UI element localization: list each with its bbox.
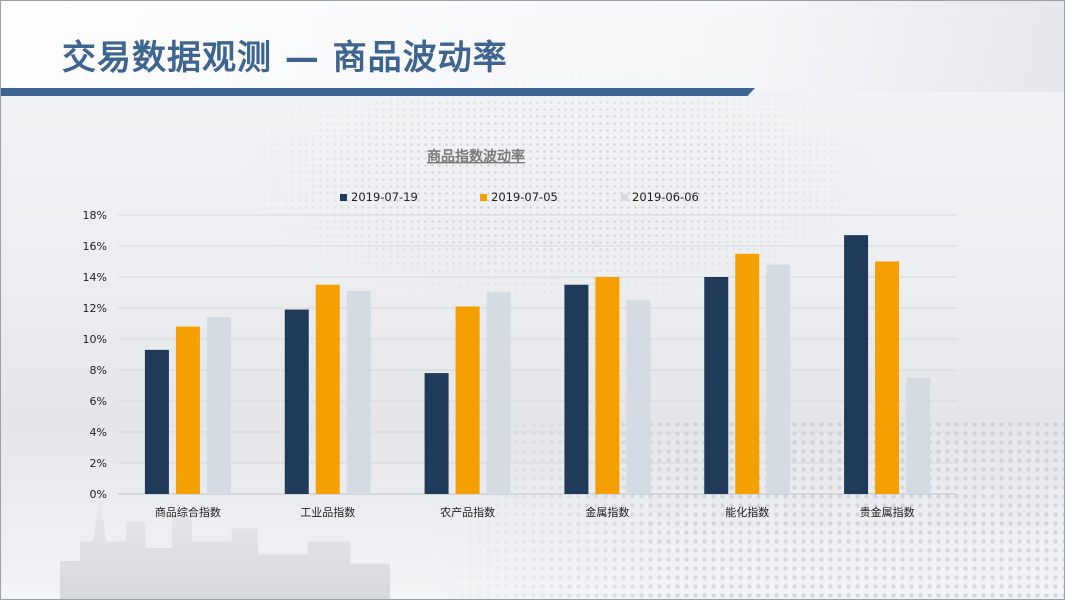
legend-label: 2019-07-19 [351,190,418,204]
y-tick-label: 14% [83,271,107,284]
x-tick-label: 商品综合指数 [155,505,221,519]
chart-gridlines [118,214,957,495]
chart-title: 商品指数波动率 [427,148,525,165]
bar [704,277,729,494]
legend-swatch [480,194,487,201]
x-tick-label: 能化指数 [725,505,769,519]
legend-label: 2019-06-06 [632,190,699,204]
bar [875,261,900,494]
bar [346,290,371,494]
bar [206,317,231,494]
x-tick-label: 农产品指数 [440,505,495,519]
x-tick-label: 工业品指数 [300,505,355,519]
y-tick-label: 16% [83,240,107,253]
y-axis: 0% 2% 4% 6% 8% 10% 12% 14% 16% 18% [83,209,107,501]
legend-swatch [621,194,628,201]
x-tick-label: 贵金属指数 [860,505,915,519]
bar [735,253,760,494]
bar [284,309,309,494]
y-tick-label: 10% [83,333,107,346]
bar [175,326,200,494]
bar [144,349,169,494]
bar [595,277,620,494]
y-tick-label: 4% [90,426,107,439]
chart-bars [144,235,931,494]
bar [906,377,931,494]
bar [455,306,480,494]
y-tick-label: 2% [90,457,107,470]
legend-swatch [340,194,347,201]
bar [564,284,589,494]
y-tick-label: 12% [83,302,107,315]
bar [844,235,869,494]
legend-label: 2019-07-05 [491,190,558,204]
y-tick-label: 8% [90,364,107,377]
title-underline [0,88,755,96]
bar [424,373,449,494]
bar [626,300,651,494]
x-tick-label: 金属指数 [585,505,629,519]
chart-legend: 2019-07-19 2019-07-05 2019-06-06 [340,190,699,204]
bar [486,292,511,494]
x-axis: 商品综合指数 工业品指数 农产品指数 金属指数 能化指数 贵金属指数 [155,505,915,519]
y-tick-label: 6% [90,395,107,408]
y-tick-label: 18% [83,209,107,222]
y-tick-label: 0% [90,488,107,501]
page-title: 交易数据观测 — 商品波动率 [62,38,508,78]
bar [766,264,791,494]
bar [315,284,340,494]
header-band [0,0,1065,92]
